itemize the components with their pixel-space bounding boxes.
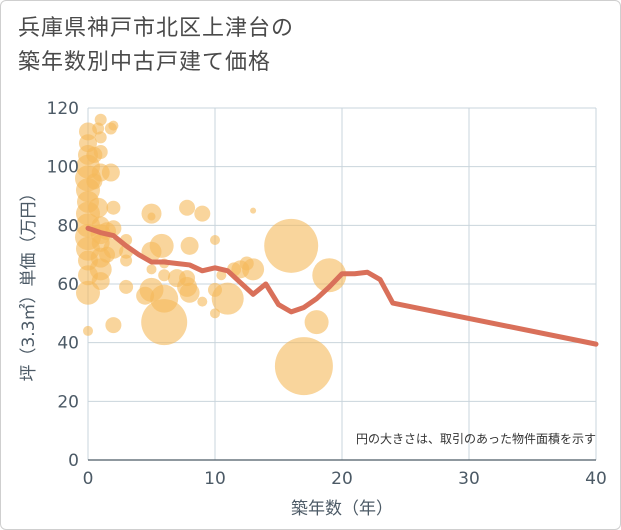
bubble-point xyxy=(179,270,196,287)
x-tick-label: 10 xyxy=(204,469,226,489)
bubble-point xyxy=(194,205,211,222)
bubble-point xyxy=(179,199,196,216)
bubble-point xyxy=(141,299,188,346)
x-tick-label: 0 xyxy=(83,469,94,489)
bubble-point xyxy=(147,212,156,221)
bubble-point xyxy=(101,163,120,182)
bubble-point xyxy=(158,269,171,282)
x-tick-label: 40 xyxy=(585,469,607,489)
bubble-point xyxy=(250,207,257,214)
y-tick-label: 60 xyxy=(57,275,79,295)
bubble-point xyxy=(146,264,157,275)
bubble-point xyxy=(108,120,119,131)
bubble-point xyxy=(105,317,122,334)
bubble-point xyxy=(83,325,93,336)
chart-title-line-2: 築年数別中古戸建て価格 xyxy=(18,50,272,75)
x-axis-title: 築年数（年） xyxy=(291,499,393,519)
bubble-point xyxy=(93,145,108,159)
bubble-point xyxy=(211,282,244,315)
average-price-line xyxy=(85,225,599,347)
bubble-point xyxy=(88,197,109,218)
chart-title-line-1: 兵庫県神戸市北区上津台の xyxy=(18,16,295,41)
bubble-point xyxy=(149,233,174,258)
bubble-point xyxy=(119,279,134,294)
bubble-point xyxy=(197,296,208,307)
bubble-point xyxy=(242,258,265,281)
chart-title: 兵庫県神戸市北区上津台の 築年数別中古戸建て価格 xyxy=(18,12,294,80)
bubble-point xyxy=(91,272,110,291)
bubble-point xyxy=(94,131,107,144)
y-tick-label: 80 xyxy=(57,216,79,236)
y-tick-label: 40 xyxy=(57,334,79,354)
bubble-series xyxy=(75,113,347,396)
bubble-point xyxy=(106,200,121,215)
bubble-point xyxy=(210,235,220,245)
bubble-point xyxy=(180,236,199,255)
bubble-point xyxy=(304,310,329,335)
size-note: 円の大きさは、取引のあった物件面積を示す xyxy=(356,431,596,446)
bubble-point xyxy=(216,270,227,281)
bubble-point xyxy=(264,218,319,273)
bubble-point xyxy=(179,282,200,303)
axes: 0 20 40 60 80 100 120 0 10 20 30 40 xyxy=(47,99,607,489)
y-axis-title: 坪（3.3㎡）単価（万円） xyxy=(19,184,39,381)
bubble-point xyxy=(312,258,347,293)
average-line-series xyxy=(85,225,599,347)
y-tick-label: 0 xyxy=(68,451,79,471)
x-tick-label: 30 xyxy=(458,469,480,489)
y-tick-label: 120 xyxy=(47,99,79,119)
y-tick-label: 20 xyxy=(57,392,79,412)
x-tick-label: 20 xyxy=(331,469,353,489)
y-tick-label: 100 xyxy=(47,158,79,178)
bubble-point xyxy=(103,238,124,259)
bubble-point xyxy=(274,337,333,396)
bubble-point xyxy=(94,113,107,126)
